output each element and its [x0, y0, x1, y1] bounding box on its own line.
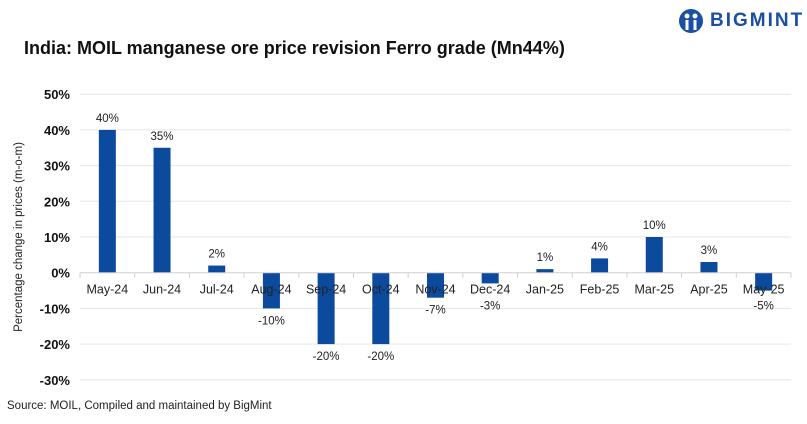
x-tick-label: Jul-24 — [200, 283, 234, 297]
data-label: -20% — [313, 351, 340, 363]
data-label: -7% — [425, 305, 445, 317]
bar — [262, 272, 280, 309]
bar — [208, 265, 226, 273]
data-label: 2% — [208, 249, 225, 261]
y-tick-label: -20% — [40, 337, 71, 352]
x-tick-label: Nov-24 — [415, 283, 455, 297]
y-axis-label: Percentage change in prices (m-o-m) — [13, 142, 25, 332]
bigmint-logo: BIGMINT — [678, 8, 804, 34]
x-tick-label: Oct-24 — [362, 283, 400, 297]
data-label: 4% — [591, 241, 608, 253]
x-tick-label: Sep-24 — [306, 283, 346, 297]
data-label: 10% — [643, 220, 666, 232]
source-note: Source: MOIL, Compiled and maintained by… — [7, 400, 272, 412]
x-tick-label: May-25 — [743, 283, 785, 297]
y-tick-label: 0% — [51, 266, 70, 281]
data-label: 35% — [151, 131, 174, 143]
y-tick-label: -10% — [40, 301, 71, 316]
bar — [98, 129, 116, 273]
data-label: 1% — [537, 252, 554, 264]
chart-title: India: MOIL manganese ore price revision… — [24, 38, 565, 58]
y-tick-label: -30% — [40, 373, 71, 388]
x-tick-label: Apr-25 — [690, 283, 728, 297]
bigmint-logo-icon — [679, 9, 703, 33]
logo-text: BIGMINT — [710, 10, 805, 31]
bar — [645, 237, 663, 273]
y-tick-label: 30% — [44, 159, 70, 174]
y-tick-label: 40% — [44, 123, 70, 138]
data-label: 3% — [701, 245, 718, 257]
data-label: -10% — [258, 315, 285, 327]
bar — [755, 272, 773, 291]
y-tick-label: 20% — [44, 194, 70, 209]
x-tick-label: Dec-24 — [470, 283, 510, 297]
data-label: 40% — [96, 113, 119, 125]
bar — [481, 272, 499, 284]
bar — [372, 272, 390, 345]
data-label: -20% — [367, 351, 394, 363]
x-tick-label: Aug-24 — [251, 283, 291, 297]
bar — [591, 258, 609, 273]
y-tick-label: 50% — [44, 87, 70, 102]
data-label: -3% — [480, 301, 500, 313]
bar — [427, 272, 444, 298]
bar — [536, 269, 554, 273]
y-tick-label: 10% — [44, 230, 70, 245]
bar — [317, 272, 335, 345]
bar — [700, 261, 718, 273]
bar — [153, 147, 171, 273]
data-label: -5% — [753, 301, 773, 313]
x-tick-label: Jun-24 — [143, 283, 181, 297]
x-tick-label: Mar-25 — [634, 283, 674, 297]
x-tick-label: Jan-25 — [526, 283, 564, 297]
x-tick-label: May-24 — [87, 283, 129, 297]
x-tick-label: Feb-25 — [580, 283, 620, 297]
